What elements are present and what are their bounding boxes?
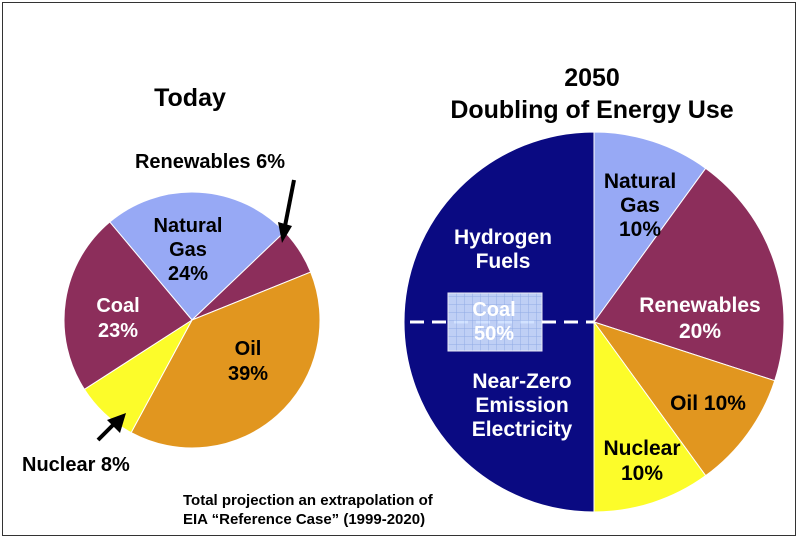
left-slice-oil: [130, 271, 321, 449]
left-slice-natural-gas: [109, 191, 286, 321]
left-natural-gas-label-line3: 24%: [168, 263, 208, 285]
left-coal-label-line2: 23%: [98, 320, 138, 342]
renewables-arrow: [278, 179, 296, 243]
nuclear-arrow: [96, 413, 126, 442]
right-hydrogen-label-line2: Fuels: [476, 250, 531, 273]
right-slice-oil: [592, 321, 776, 477]
right-natural-gas-label-line2: Gas: [620, 194, 660, 217]
coal-grid-box: [447, 292, 543, 352]
right-oil-label: Oil 10%: [670, 392, 746, 415]
left-renewables-label: Renewables 6%: [135, 151, 285, 173]
footnote-line2: EIA “Reference Case” (1999-2020): [183, 511, 425, 528]
right-natural-gas-label-line1: Natural: [604, 170, 676, 193]
right-electricity-label-line2: Emission: [475, 394, 568, 417]
left-oil-label-line1: Oil: [235, 338, 262, 360]
right-hydrogen-label-line1: Hydrogen: [454, 226, 552, 249]
left-pie: [63, 191, 321, 449]
right-coal-label-line1: Coal: [472, 299, 515, 321]
right-coal-label-line2: 50%: [474, 323, 514, 345]
left-nuclear-label: Nuclear 8%: [22, 454, 130, 476]
right-chart-title-line1: 2050: [564, 64, 620, 92]
right-slice-nuclear: [593, 320, 707, 513]
left-natural-gas-label-line2: Gas: [169, 239, 207, 261]
right-electricity-label-line3: Electricity: [472, 418, 573, 441]
right-renewables-label-line1: Renewables: [639, 294, 760, 317]
right-nuclear-label-line2: 10%: [621, 462, 663, 485]
left-natural-gas-label-line1: Natural: [154, 215, 223, 237]
left-oil-label-line2: 39%: [228, 363, 268, 385]
right-slice-renewables: [593, 167, 785, 382]
left-chart-title: Today: [154, 84, 226, 112]
right-electricity-label-line1: Near-Zero: [472, 370, 571, 393]
right-renewables-label-line2: 20%: [679, 320, 721, 343]
right-pie: [403, 131, 785, 513]
right-slice-natural-gas: [593, 131, 707, 324]
right-natural-gas-label-line3: 10%: [619, 218, 661, 241]
left-slice-coal: [63, 221, 193, 391]
right-nuclear-label-line1: Nuclear: [603, 437, 680, 460]
right-chart-title-line2: Doubling of Energy Use: [450, 96, 733, 124]
left-coal-label-line1: Coal: [96, 295, 139, 317]
footnote-line1: Total projection an extrapolation of: [183, 492, 434, 509]
